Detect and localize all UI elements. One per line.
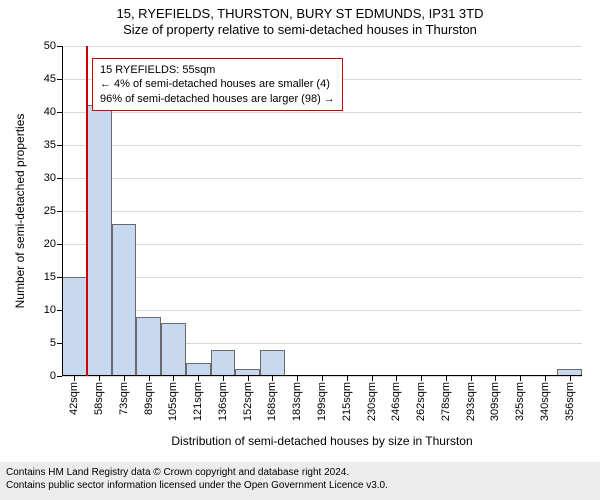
chart-title: 15, RYEFIELDS, THURSTON, BURY ST EDMUNDS… xyxy=(0,0,600,39)
x-tick-label: 58sqm xyxy=(93,382,105,415)
info-box-line: 96% of semi-detached houses are larger (… xyxy=(100,92,335,106)
histogram-bar xyxy=(161,323,186,376)
x-tick-label: 199sqm xyxy=(316,382,328,421)
x-tick-mark xyxy=(446,376,447,381)
grid-line xyxy=(62,145,582,146)
x-tick-label: 42sqm xyxy=(68,382,80,415)
y-axis-title: Number of semi-detached properties xyxy=(13,114,27,309)
y-tick-label: 25 xyxy=(44,205,62,217)
histogram-bar xyxy=(211,350,236,376)
x-tick-mark xyxy=(248,376,249,381)
x-tick-label: 215sqm xyxy=(341,382,353,421)
grid-line xyxy=(62,46,582,47)
y-tick-label: 30 xyxy=(44,172,62,184)
x-tick-label: 356sqm xyxy=(564,382,576,421)
info-box-line: ← 4% of semi-detached houses are smaller… xyxy=(100,77,335,91)
histogram-bar xyxy=(260,350,285,376)
title-line-2: Size of property relative to semi-detach… xyxy=(0,22,600,38)
x-tick-label: 246sqm xyxy=(390,382,402,421)
x-tick-label: 121sqm xyxy=(192,382,204,421)
y-tick-label: 0 xyxy=(50,370,62,382)
x-tick-mark xyxy=(570,376,571,381)
y-tick-label: 35 xyxy=(44,139,62,151)
x-tick-label: 293sqm xyxy=(465,382,477,421)
y-tick-label: 10 xyxy=(44,304,62,316)
x-tick-label: 230sqm xyxy=(366,382,378,421)
grid-line xyxy=(62,112,582,113)
x-tick-label: 278sqm xyxy=(440,382,452,421)
x-tick-mark xyxy=(545,376,546,381)
info-box: 15 RYEFIELDS: 55sqm← 4% of semi-detached… xyxy=(92,58,343,111)
info-box-line: 15 RYEFIELDS: 55sqm xyxy=(100,63,335,77)
x-tick-label: 152sqm xyxy=(242,382,254,421)
y-tick-label: 20 xyxy=(44,238,62,250)
x-tick-mark xyxy=(520,376,521,381)
chart-container: 15, RYEFIELDS, THURSTON, BURY ST EDMUNDS… xyxy=(0,0,600,500)
plot-area: 0510152025303540455042sqm58sqm73sqm89sqm… xyxy=(62,46,582,376)
x-tick-mark xyxy=(372,376,373,381)
grid-line xyxy=(62,211,582,212)
x-tick-mark xyxy=(272,376,273,381)
x-tick-mark xyxy=(297,376,298,381)
x-tick-label: 168sqm xyxy=(266,382,278,421)
x-tick-label: 136sqm xyxy=(217,382,229,421)
histogram-bar xyxy=(112,224,137,376)
x-tick-label: 262sqm xyxy=(415,382,427,421)
grid-line xyxy=(62,277,582,278)
y-tick-label: 50 xyxy=(44,40,62,52)
footer-line-1: Contains HM Land Registry data © Crown c… xyxy=(6,466,594,479)
histogram-bar xyxy=(62,277,87,376)
x-tick-mark xyxy=(322,376,323,381)
x-tick-mark xyxy=(347,376,348,381)
x-tick-mark xyxy=(124,376,125,381)
x-axis-line xyxy=(62,375,582,376)
x-tick-label: 340sqm xyxy=(539,382,551,421)
grid-line xyxy=(62,178,582,179)
x-tick-label: 89sqm xyxy=(143,382,155,415)
y-axis-line xyxy=(62,46,63,376)
histogram-bar xyxy=(87,105,112,376)
x-tick-mark xyxy=(396,376,397,381)
x-tick-label: 309sqm xyxy=(489,382,501,421)
x-tick-mark xyxy=(223,376,224,381)
y-tick-label: 15 xyxy=(44,271,62,283)
x-tick-mark xyxy=(495,376,496,381)
x-tick-label: 325sqm xyxy=(514,382,526,421)
grid-line xyxy=(62,310,582,311)
y-tick-label: 45 xyxy=(44,73,62,85)
x-axis-title: Distribution of semi-detached houses by … xyxy=(171,434,472,448)
footer: Contains HM Land Registry data © Crown c… xyxy=(0,462,600,500)
x-tick-label: 73sqm xyxy=(118,382,130,415)
x-tick-mark xyxy=(173,376,174,381)
title-line-1: 15, RYEFIELDS, THURSTON, BURY ST EDMUNDS… xyxy=(0,6,600,22)
marker-line xyxy=(86,46,88,376)
histogram-bar xyxy=(136,317,161,376)
x-tick-mark xyxy=(149,376,150,381)
y-tick-label: 40 xyxy=(44,106,62,118)
x-tick-mark xyxy=(99,376,100,381)
x-tick-mark xyxy=(471,376,472,381)
x-tick-mark xyxy=(198,376,199,381)
x-tick-label: 105sqm xyxy=(167,382,179,421)
x-tick-mark xyxy=(74,376,75,381)
x-tick-mark xyxy=(421,376,422,381)
footer-line-2: Contains public sector information licen… xyxy=(6,479,594,492)
grid-line xyxy=(62,244,582,245)
x-tick-label: 183sqm xyxy=(291,382,303,421)
y-tick-label: 5 xyxy=(50,337,62,349)
